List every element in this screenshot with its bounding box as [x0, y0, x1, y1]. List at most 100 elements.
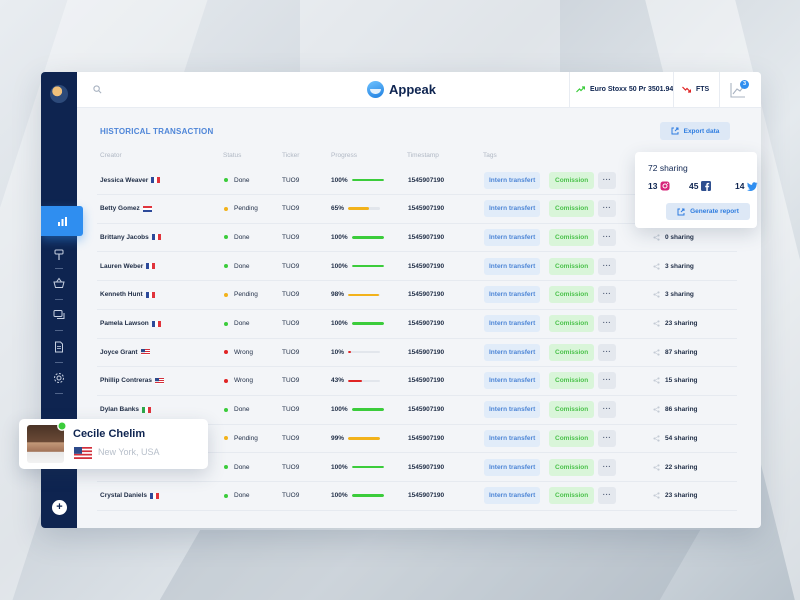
document-icon[interactable]: [53, 341, 65, 353]
table-row[interactable]: Pamela Lawson Done TUO9 100% 1545907190 …: [97, 310, 737, 339]
export-icon: [671, 127, 679, 135]
more-options-button[interactable]: ···: [598, 286, 616, 304]
table-row[interactable]: Kenneth Hunt Pending TUO9 98% 1545907190…: [97, 281, 737, 310]
tag-intern-transfert[interactable]: Intern transfert: [484, 343, 541, 361]
sharing-cell[interactable]: 0 sharing: [653, 223, 694, 251]
more-options-button[interactable]: ···: [598, 171, 616, 189]
table-row[interactable]: Brittany Jacobs Done TUO9 100% 154590719…: [97, 223, 737, 253]
sharing-cell[interactable]: 3 sharing: [653, 252, 694, 280]
sharing-cell[interactable]: 23 sharing: [653, 310, 698, 338]
table-row[interactable]: Phillip Contreras Wrong TUO9 43% 1545907…: [97, 367, 737, 396]
tag-intern-transfert[interactable]: Intern transfert: [484, 228, 541, 246]
ticker-cell: TUO9: [282, 281, 299, 309]
tag-intern-transfert[interactable]: Intern transfert: [484, 315, 541, 332]
tag-intern-transfert[interactable]: Intern transfert: [484, 458, 541, 476]
tag-commission[interactable]: Comission: [549, 171, 595, 189]
more-options-button[interactable]: ···: [598, 200, 616, 218]
search-icon[interactable]: [93, 85, 102, 94]
profile-card[interactable]: Cecile Chelim New York, USA: [19, 419, 208, 469]
ticker-euro-stoxx[interactable]: Euro Stoxx 50 Pr 3501.94: [576, 86, 673, 93]
tag-intern-transfert[interactable]: Intern transfert: [484, 171, 541, 189]
creator-cell[interactable]: Betty Gomez: [100, 195, 152, 223]
sharing-cell[interactable]: 22 sharing: [653, 453, 698, 481]
sharing-cell[interactable]: 3 sharing: [653, 281, 694, 309]
more-options-button[interactable]: ···: [598, 315, 616, 332]
timestamp-cell: 1545907190: [408, 281, 444, 309]
column-header-ticker[interactable]: Ticker: [282, 152, 300, 159]
more-options-button[interactable]: ···: [598, 372, 616, 390]
tag-commission[interactable]: Comission: [549, 257, 595, 275]
table-row[interactable]: Betty Gomez Pending TUO9 65% 1545907190 …: [97, 195, 737, 224]
creator-cell[interactable]: Brittany Jacobs: [100, 223, 161, 251]
instagram-stat[interactable]: 13: [648, 181, 670, 191]
tag-commission[interactable]: Comission: [549, 200, 595, 218]
tag-intern-transfert[interactable]: Intern transfert: [484, 401, 541, 419]
tag-commission[interactable]: Comission: [549, 458, 595, 476]
sharing-cell[interactable]: 54 sharing: [653, 424, 698, 452]
more-options-button[interactable]: ···: [598, 429, 616, 447]
creator-cell[interactable]: Dylan Banks: [100, 396, 152, 424]
creator-cell[interactable]: Phillip Contreras: [100, 367, 165, 395]
column-header-timestamp[interactable]: Timestamp: [407, 152, 439, 159]
more-options-button[interactable]: ···: [598, 343, 616, 361]
tag-commission[interactable]: Comission: [549, 286, 595, 304]
tag-commission[interactable]: Comission: [549, 343, 595, 361]
sharing-cell[interactable]: 87 sharing: [653, 338, 698, 366]
brand[interactable]: Appeak: [367, 81, 436, 98]
more-options-button[interactable]: ···: [598, 257, 616, 275]
more-options-button[interactable]: ···: [598, 401, 616, 419]
table-row[interactable]: Done TUO9 100% 1545907190 Intern transfe…: [97, 453, 737, 482]
ticker-fts[interactable]: FTS: [682, 86, 709, 93]
tag-intern-transfert[interactable]: Intern transfert: [484, 286, 541, 304]
creator-cell[interactable]: Joyce Grant: [100, 338, 150, 366]
tag-intern-transfert[interactable]: Intern transfert: [484, 372, 541, 390]
generate-report-button[interactable]: Generate report: [666, 203, 750, 220]
tag-commission[interactable]: Comission: [549, 315, 595, 332]
creator-cell[interactable]: Crystal Daniels: [100, 482, 159, 510]
facebook-stat[interactable]: 45: [689, 181, 712, 191]
tags-cell: Comission: [549, 223, 595, 251]
tags-cell: Comission: [549, 281, 595, 309]
column-header-progress[interactable]: Progress: [331, 152, 358, 159]
tag-intern-transfert[interactable]: Intern transfert: [484, 200, 541, 218]
brush-icon[interactable]: [53, 249, 65, 261]
tag-commission[interactable]: Comission: [549, 487, 595, 505]
tag-intern-transfert[interactable]: Intern transfert: [484, 257, 541, 275]
creator-cell[interactable]: Jessica Weaver: [100, 166, 161, 194]
tag-commission[interactable]: Comission: [549, 228, 595, 246]
table-row[interactable]: Jessica Weaver Done TUO9 100% 1545907190…: [97, 166, 737, 195]
tag-intern-transfert[interactable]: Intern transfert: [484, 487, 541, 505]
sharing-cell[interactable]: 86 sharing: [653, 396, 698, 424]
column-header-tags[interactable]: Tags: [483, 152, 497, 159]
basket-icon[interactable]: [53, 277, 65, 289]
tag-commission[interactable]: Comission: [549, 372, 595, 390]
more-options-button[interactable]: ···: [598, 487, 616, 505]
sidebar-item-analytics[interactable]: [41, 206, 83, 236]
sharing-cell[interactable]: 23 sharing: [653, 482, 698, 510]
tag-commission[interactable]: Comission: [549, 429, 595, 447]
export-data-button[interactable]: Export data: [660, 122, 730, 140]
column-header-status[interactable]: Status: [223, 152, 242, 159]
table-row[interactable]: Joyce Grant Wrong TUO9 10% 1545907190 In…: [97, 338, 737, 368]
tag-intern-transfert[interactable]: Intern transfert: [484, 429, 541, 447]
table-row[interactable]: Pending TUO9 99% 1545907190 Intern trans…: [97, 424, 737, 454]
tag-commission[interactable]: Comission: [549, 401, 595, 419]
column-header-creator[interactable]: Creator: [100, 152, 122, 159]
progress-label: 43%: [331, 377, 345, 385]
table-row[interactable]: Crystal Daniels Done TUO9 100% 154590719…: [97, 482, 737, 511]
chat-icon[interactable]: [53, 309, 65, 321]
twitter-stat[interactable]: 14: [735, 181, 758, 191]
table-row[interactable]: Lauren Weber Done TUO9 100% 1545907190 I…: [97, 252, 737, 282]
gear-icon[interactable]: [53, 372, 65, 384]
progress-bar: [351, 494, 384, 497]
sharing-cell[interactable]: 15 sharing: [653, 367, 698, 395]
creator-cell[interactable]: Pamela Lawson: [100, 310, 161, 338]
tags-cell: Comission: [549, 482, 595, 510]
more-options-button[interactable]: ···: [598, 458, 616, 476]
creator-cell[interactable]: Lauren Weber: [100, 252, 156, 280]
creator-cell[interactable]: Kenneth Hunt: [100, 281, 155, 309]
add-button[interactable]: +: [52, 500, 67, 515]
user-avatar[interactable]: [50, 85, 68, 103]
table-row[interactable]: Dylan Banks Done TUO9 100% 1545907190 In…: [97, 396, 737, 425]
more-options-button[interactable]: ···: [598, 228, 616, 246]
